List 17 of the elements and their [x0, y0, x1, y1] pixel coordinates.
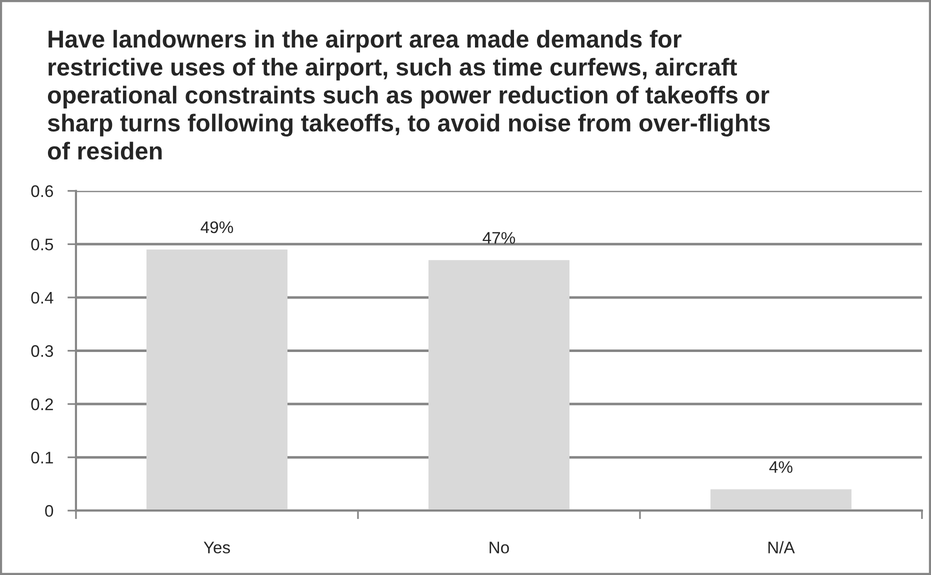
data-label: 47%: [482, 232, 516, 244]
y-tick-label: 0.6: [31, 185, 54, 198]
data-label: 4%: [769, 461, 792, 473]
y-tick-label: 0.4: [31, 292, 54, 304]
bar: [428, 260, 570, 511]
y-tick-label: 0.3: [31, 345, 54, 357]
y-tick-label: 0.2: [31, 398, 53, 410]
chart-title: Have landowners in the airport area made demands for restrictive uses of the airport, such as time curfews, aircraft operational constraints such as power reduction of takeoffs or sharp turns following takeoffs, to avoid noise from over-flights of residen: [48, 30, 770, 160]
data-label: 49%: [200, 221, 234, 234]
x-tick-label: N/A: [768, 541, 795, 554]
bar: [146, 250, 288, 511]
y-tick-label: 0: [45, 505, 54, 517]
bar: [710, 489, 852, 511]
x-tick-label: Yes: [204, 542, 230, 554]
y-tick-label: 0.1: [31, 452, 53, 464]
x-tick-label: No: [490, 542, 509, 554]
y-tick-label: 0.5: [31, 238, 54, 250]
